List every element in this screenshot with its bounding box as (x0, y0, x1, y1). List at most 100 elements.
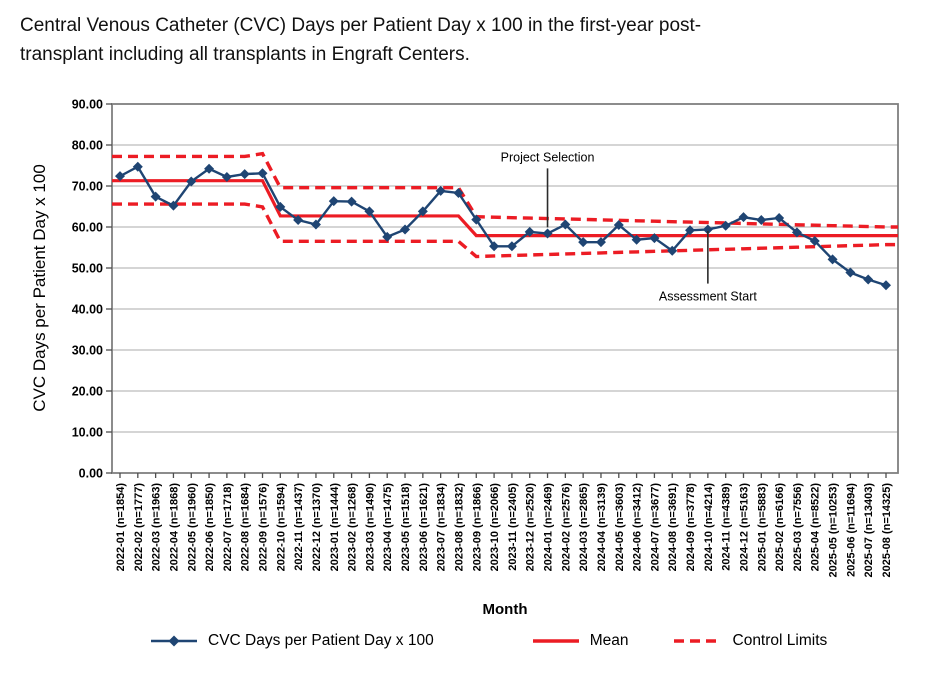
x-tick-label: 2024-06 (n=3412) (632, 483, 644, 572)
x-tick-label: 2023-05 (n=1518) (400, 483, 412, 572)
data-point-diamond-icon (774, 212, 785, 223)
x-tick-label: 2024-09 (n=3778) (685, 483, 697, 572)
data-point-diamond-icon (221, 171, 232, 182)
data-point-diamond-icon (293, 215, 304, 226)
data-point-diamond-icon (310, 219, 321, 230)
data-point-diamond-icon (595, 237, 606, 248)
data-point-diamond-icon (524, 226, 535, 237)
x-tick-label: 2022-05 (n=1960) (186, 483, 198, 572)
data-point-diamond-icon (809, 235, 820, 246)
data-point-diamond-icon (471, 214, 482, 225)
x-tick-label: 2025-01 (n=5883) (756, 483, 768, 572)
plot-svg: 90.00 80.00 70.00 60.00 50.00 40.00 30.00 20.00… (72, 98, 899, 578)
data-point-diamond-icon (667, 245, 678, 256)
chart-title-line2: transplant including all transplants in … (20, 43, 470, 65)
y-tick-label: 40.00 (72, 303, 103, 317)
x-tick-label: 2024-07 (n=3677) (649, 483, 661, 572)
y-tick-label: 20.00 (72, 385, 103, 399)
x-tick-label: 2022-01 (n=1854) (115, 483, 127, 572)
x-tick-label: 2023-12 (n=2520) (525, 483, 537, 572)
x-tick-label: 2023-08 (n=1832) (453, 483, 465, 572)
data-point-diamond-icon (542, 228, 553, 239)
data-point-diamond-icon (845, 267, 856, 278)
data-point-diamond-icon (738, 212, 749, 223)
data-point-diamond-icon (204, 163, 215, 174)
x-tick-label: 2023-10 (n=2066) (489, 483, 501, 572)
x-tick-label: 2022-04 (n=1868) (168, 483, 180, 572)
data-point-diamond-icon (382, 231, 393, 242)
x-tick-label: 2022-11 (n=1437) (293, 483, 305, 571)
upper-control-limit-line (112, 151, 898, 229)
legend-item-series: CVC Days per Patient Day x 100 (150, 632, 434, 650)
y-tick-label: 30.00 (72, 344, 103, 358)
x-tick-label: 2024-04 (n=3139) (596, 483, 608, 572)
data-point-diamond-icon (881, 280, 891, 291)
data-point-diamond-icon (560, 219, 571, 230)
x-tick-label: 2023-11 (n=2405) (507, 483, 519, 571)
x-tick-label: 2023-03 (n=1490) (364, 483, 376, 572)
x-tick-label: 2025-04 (n=8522) (810, 483, 822, 572)
x-tick-label: 2023-01 (n=1444) (329, 483, 341, 572)
legend: CVC Days per Patient Day x 100 Mean Cont… (150, 632, 827, 650)
mean-line (112, 179, 898, 238)
legend-item-control-limits: Control Limits (673, 632, 828, 650)
control-limits-line-sample (673, 639, 722, 643)
series-sample-diamond-icon (168, 635, 180, 647)
legend-item-mean: Mean (532, 632, 629, 650)
y-tick-label: 60.00 (72, 221, 103, 235)
x-tick-label: 2023-09 (n=1866) (471, 483, 483, 572)
y-tick-label: 10.00 (72, 426, 103, 440)
data-point-diamond-icon (863, 274, 874, 285)
chart-title: Central Venous Catheter (CVC) Days per P… (20, 12, 910, 69)
data-point-diamond-icon (578, 237, 589, 248)
x-tick-label: 2023-06 (n=1621) (418, 483, 430, 572)
annotation-label: Assessment Start (659, 290, 757, 304)
annotation-label: Project Selection (501, 150, 595, 164)
y-axis-title: CVC Days per Patient Day x 100 (30, 164, 49, 412)
x-tick-label: 2023-04 (n=1475) (382, 483, 394, 572)
data-point-diamond-icon (132, 161, 143, 172)
x-tick-label: 2023-02 (n=1268) (347, 483, 359, 572)
x-tick-label: 2022-12 (n=1370) (311, 483, 323, 572)
data-point-diamond-icon (720, 220, 731, 231)
data-point-diamond-icon (364, 206, 375, 217)
y-tick-label: 90.00 (72, 98, 103, 112)
y-tick-label: 50.00 (72, 262, 103, 276)
plot-area-border (111, 103, 899, 474)
data-point-diamond-icon (417, 206, 428, 217)
data-point-diamond-icon (489, 241, 500, 252)
x-tick-label: 2025-05 (n=10253) (828, 483, 840, 578)
data-point-diamond-icon (328, 196, 339, 207)
legend-label-series: CVC Days per Patient Day x 100 (208, 632, 434, 649)
data-point-diamond-icon (400, 224, 411, 235)
data-point-diamond-icon (613, 219, 624, 230)
data-point-diamond-icon (631, 234, 642, 245)
x-tick-label: 2024-03 (n=2865) (578, 483, 590, 572)
x-axis-title: Month (482, 601, 528, 618)
data-point-diamond-icon (506, 241, 517, 252)
data-point-diamond-icon (257, 168, 268, 179)
x-tick-label: 2023-07 (n=1834) (436, 483, 448, 572)
x-tick-label: 2022-07 (n=1718) (222, 483, 234, 572)
y-tick-label: 0.00 (79, 467, 103, 481)
legend-label-mean: Mean (589, 632, 629, 649)
x-tick-label: 2022-08 (n=1684) (240, 483, 252, 572)
x-tick-label: 2024-10 (n=4214) (703, 483, 715, 572)
data-point-diamond-icon (186, 176, 197, 187)
data-point-diamond-icon (150, 191, 161, 202)
x-tick-label: 2025-08 (n=14325) (881, 483, 893, 578)
x-tick-label: 2024-05 (n=3603) (614, 483, 626, 572)
legend-label-control-limits: Control Limits (732, 632, 828, 649)
data-point-diamond-icon (168, 200, 179, 211)
x-tick-label: 2025-02 (n=6166) (774, 483, 786, 572)
chart-title-line1: Central Venous Catheter (CVC) Days per P… (20, 15, 702, 36)
x-tick-label: 2024-02 (n=2576) (560, 483, 572, 572)
mean-line-sample (532, 639, 579, 643)
x-tick-label: 2022-06 (n=1850) (204, 483, 216, 572)
x-tick-label: 2024-01 (n=2469) (543, 483, 555, 572)
x-tick-label: 2025-03 (n=7556) (792, 483, 804, 572)
data-point-diamond-icon (827, 254, 838, 265)
data-point-diamond-icon (115, 171, 125, 182)
data-point-diamond-icon (685, 225, 696, 236)
lower-control-limit-line (112, 202, 898, 259)
